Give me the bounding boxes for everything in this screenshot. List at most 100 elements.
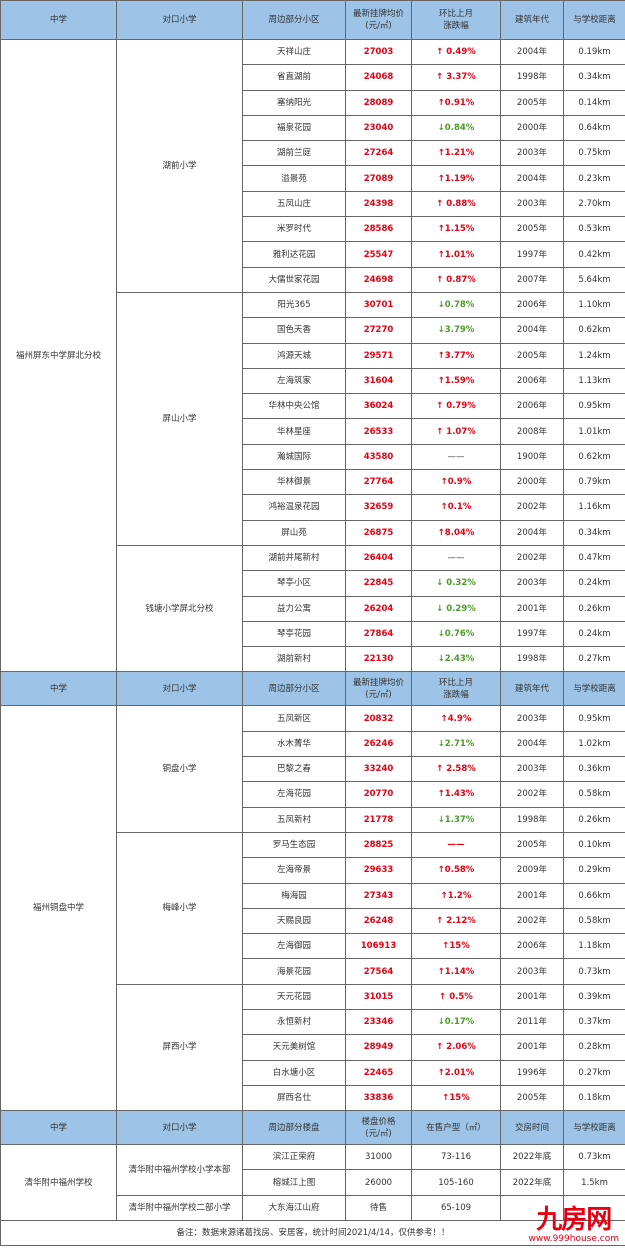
month-change: ↑3.77% <box>411 342 501 369</box>
table-row: 米罗时代 28586 ↑1.15% 2005年 0.53km <box>1 216 625 243</box>
community-name: 梅海园 <box>242 882 346 909</box>
build-year: 2003年 <box>500 190 564 218</box>
build-year: 2004年 <box>500 730 564 758</box>
header-change: 在售户型（㎡） <box>411 1110 501 1146</box>
distance: 0.23km <box>563 165 625 192</box>
table-row: 左海筑家 31604 ↑1.59% 2006年 1.13km <box>1 367 625 395</box>
header-middle-school: 中学 <box>0 1110 117 1146</box>
distance: 0.58km <box>563 907 625 935</box>
listing-price: 27564 <box>345 958 412 985</box>
listing-price: 27003 <box>345 38 412 66</box>
build-year: 1996年 <box>500 1059 564 1086</box>
build-year: 2000年 <box>500 469 564 496</box>
build-year: 2000年 <box>500 114 564 142</box>
project-price: 26000 <box>345 1169 412 1196</box>
distance <box>563 1194 625 1222</box>
month-change: —— <box>411 544 501 572</box>
table-row: 水木菁华 26246 ↓2.71% 2004年 1.02km <box>1 730 625 758</box>
header-price: 最新挂牌均价 (元/㎡) <box>345 0 412 40</box>
distance: 5.64km <box>563 266 625 293</box>
listing-price: 24068 <box>345 64 412 91</box>
data-source-note: 备注：数据来源诸葛找房、安居客，统计时间2021/4/14，仅供参考！！ <box>0 1220 625 1247</box>
table-row: 钱塘小学屏北分校 湖前井尾新村 26404 —— 2002年 0.47km <box>1 544 625 673</box>
community-name: 天祥山庄 <box>242 38 346 66</box>
community-name: 白水塘小区 <box>242 1059 346 1086</box>
listing-price: 106913 <box>345 933 412 960</box>
month-change: ↑15% <box>411 933 501 960</box>
header-community: 周边部分楼盘 <box>242 1110 346 1146</box>
month-change: ↑ 0.88% <box>411 190 501 218</box>
community-name: 省直湖前 <box>242 64 346 91</box>
header-primary-school: 对口小学 <box>116 0 243 40</box>
distance: 0.34km <box>563 64 625 91</box>
distance: 0.14km <box>563 89 625 116</box>
distance: 1.13km <box>563 367 625 395</box>
distance: 0.29km <box>563 857 625 884</box>
distance: 1.01km <box>563 418 625 445</box>
listing-price: 26875 <box>345 519 412 546</box>
listing-price: 23040 <box>345 114 412 142</box>
month-change: ↑ 0.5% <box>411 983 501 1010</box>
community-name: 华林星座 <box>242 418 346 445</box>
table-row: 湖前新村 22130 ↓2.43% 1998年 0.27km <box>1 646 625 673</box>
community-name: 五凤新区 <box>242 705 346 732</box>
distance: 0.28km <box>563 1034 625 1061</box>
listing-price: 20832 <box>345 705 412 732</box>
month-change: ↓1.37% <box>411 806 501 833</box>
build-year: 2002年 <box>500 781 564 808</box>
distance: 0.39km <box>563 983 625 1010</box>
build-year: 2007年 <box>500 266 564 293</box>
community-name: 福泉花园 <box>242 114 346 142</box>
primary-school-cell: 清华附中福州学校二部小学 <box>116 1194 243 1222</box>
header-primary-school: 对口小学 <box>116 1110 243 1146</box>
month-change: ↓0.76% <box>411 620 501 648</box>
listing-price: 30701 <box>345 291 412 319</box>
table-row: 琴亭花园 27864 ↓0.76% 1997年 0.24km <box>1 620 625 648</box>
listing-price: 26246 <box>345 730 412 758</box>
community-name: 水木菁华 <box>242 730 346 758</box>
primary-school-cell: 屏西小学 <box>116 983 243 1112</box>
month-change: ↓2.43% <box>411 646 501 673</box>
primary-school-cell: 铜盘小学 <box>116 705 243 833</box>
community-name: 鸿裕温泉花园 <box>242 494 346 521</box>
community-name: 大儒世家花园 <box>242 266 346 293</box>
header-row: 中学 对口小学 周边部分小区 最新挂牌均价 (元/㎡) 环比上月 涨跌幅 建筑年代 与学校距离 <box>0 0 625 40</box>
listing-price: 27764 <box>345 469 412 496</box>
distance: 0.42km <box>563 241 625 268</box>
header-row: 中学 对口小学 周边部分楼盘 楼盘价格 (元/㎡) 在售户型（㎡） 交房时间 与学校距离 <box>0 1110 625 1146</box>
distance: 0.95km <box>563 393 625 420</box>
community-name: 湖前兰庭 <box>242 140 346 167</box>
listing-price: 28825 <box>345 831 412 859</box>
listing-price: 28089 <box>345 89 412 116</box>
community-name: 琴亭小区 <box>242 570 346 597</box>
build-year: 2001年 <box>500 595 564 622</box>
primary-school-cell: 屏山小学 <box>116 291 243 546</box>
community-name: 天元花园 <box>242 983 346 1010</box>
build-year: 2003年 <box>500 756 564 783</box>
watermark-url: www.999house.com <box>528 1234 619 1244</box>
build-year: 2004年 <box>500 165 564 192</box>
month-change: ↑ 2.06% <box>411 1034 501 1061</box>
table-row: 溢景苑 27089 ↑1.19% 2004年 0.23km <box>1 165 625 192</box>
table-row: 白水塘小区 22465 ↑2.01% 1996年 0.27km <box>1 1059 625 1086</box>
community-name: 塞纳阳光 <box>242 89 346 116</box>
listing-price: 36024 <box>345 393 412 420</box>
build-year: 2005年 <box>500 1084 564 1112</box>
build-year: 2002年 <box>500 544 564 572</box>
project-price: 待售 <box>345 1194 412 1222</box>
community-name: 鸿源天城 <box>242 342 346 369</box>
project-name: 滨江正荣府 <box>242 1144 346 1171</box>
unit-sizes: 65-109 <box>411 1194 501 1222</box>
table-row: 五凤新村 21778 ↓1.37% 1998年 0.26km <box>1 806 625 833</box>
distance: 1.10km <box>563 291 625 319</box>
build-year: 2006年 <box>500 291 564 319</box>
unit-sizes: 73-116 <box>411 1144 501 1171</box>
month-change: ↓ 0.32% <box>411 570 501 597</box>
month-change: ↑1.14% <box>411 958 501 985</box>
month-change: ↑1.2% <box>411 882 501 909</box>
month-change: ↑4.9% <box>411 705 501 732</box>
build-year: 2001年 <box>500 882 564 909</box>
header-row: 中学 对口小学 周边部分小区 最新挂牌均价 (元/㎡) 环比上月 涨跌幅 建筑年代 与学校距离 <box>0 671 625 707</box>
community-name: 罗马生态园 <box>242 831 346 859</box>
